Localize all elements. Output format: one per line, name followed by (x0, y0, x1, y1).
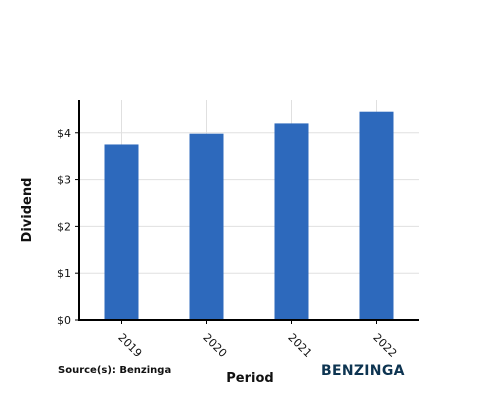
benzinga-logo: BENZINGA (321, 363, 405, 379)
x-tick-label-2020: 2020 (200, 331, 229, 360)
bar-2019 (104, 144, 139, 320)
y-tick-label: $3 (57, 174, 71, 187)
bar-2022 (359, 111, 394, 321)
x-tick-label-2019: 2019 (115, 331, 144, 360)
x-axis-title: Period (226, 371, 273, 386)
bars (104, 111, 394, 321)
x-tick-label-2022: 2022 (370, 331, 399, 360)
bar-2021 (274, 123, 309, 320)
y-axis-title: Dividend (20, 178, 35, 243)
y-tick-label: $4 (57, 127, 71, 140)
source-note: Source(s): Benzinga (58, 365, 171, 376)
x-tick-label-2021: 2021 (285, 331, 314, 360)
y-tick-labels: $0 $1 $2 $3 $4 (57, 127, 79, 327)
bar-2020 (189, 133, 224, 320)
y-tick-label: $1 (57, 267, 71, 280)
x-tick-labels: 2019 2020 2021 2022 (115, 320, 399, 360)
y-tick-label: $2 (57, 220, 71, 233)
axes (78, 100, 419, 321)
y-tick-label: $0 (57, 314, 71, 327)
